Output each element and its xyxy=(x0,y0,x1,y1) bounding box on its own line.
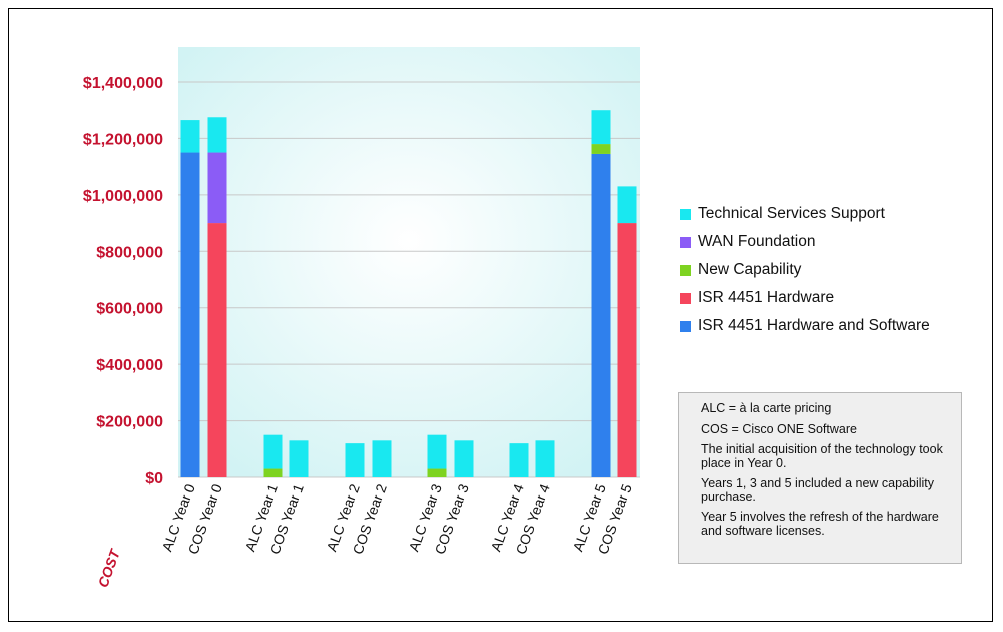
legend-item: New Capability xyxy=(680,256,980,284)
bar-segment xyxy=(454,440,474,477)
legend-label: WAN Foundation xyxy=(698,233,816,250)
notes-box: ALC = à la carte pricing COS = Cisco ONE… xyxy=(678,392,962,564)
y-tick-label: $0 xyxy=(145,470,163,487)
bar-segment xyxy=(591,110,611,145)
legend-item: ISR 4451 Hardware xyxy=(680,284,980,312)
bar-segment xyxy=(180,120,200,153)
legend-swatch xyxy=(680,292,691,304)
note-initial-acquisition: The initial acquisition of the technolog… xyxy=(701,442,943,470)
bar-segment xyxy=(263,434,283,469)
bar-segment xyxy=(207,117,227,153)
bar-segment xyxy=(180,152,200,478)
note-cos: COS = Cisco ONE Software xyxy=(701,421,857,436)
bar-segment xyxy=(591,153,611,478)
bar-segment xyxy=(263,468,283,477)
legend-swatch xyxy=(680,264,691,276)
y-tick-label: $1,200,000 xyxy=(83,131,163,148)
bar-segment xyxy=(591,144,611,154)
legend-label: Technical Services Support xyxy=(698,205,885,222)
legend-item: Technical Services Support xyxy=(680,200,980,228)
legend-label: ISR 4451 Hardware xyxy=(698,289,835,306)
bar-segment xyxy=(207,223,227,477)
bars xyxy=(180,110,637,478)
legend-item: ISR 4451 Hardware and Software xyxy=(680,312,980,340)
note-refresh: Year 5 involves the refresh of the hardw… xyxy=(701,510,939,538)
note-alc: ALC = à la carte pricing xyxy=(701,401,832,415)
y-tick-label: $1,000,000 xyxy=(83,188,163,205)
legend-label: New Capability xyxy=(698,261,802,278)
y-axis-ticks: $0 $200,000 $400,000 $600,000 $800,000 $1,000… xyxy=(83,75,163,487)
y-tick-label: $800,000 xyxy=(96,244,163,261)
y-tick-label: $600,000 xyxy=(96,301,163,318)
plot-area xyxy=(178,47,640,477)
legend-label: ISR 4451 Hardware and Software xyxy=(698,317,930,334)
legend-swatch xyxy=(680,320,691,332)
bar-segment xyxy=(289,440,309,477)
y-tick-label: $400,000 xyxy=(96,357,163,374)
bar-segment xyxy=(535,440,555,477)
bar-segment xyxy=(372,440,392,477)
bar-segment xyxy=(207,152,227,224)
figure-frame xyxy=(8,8,993,622)
legend-swatch xyxy=(680,208,691,220)
legend-swatch xyxy=(680,236,691,248)
legend-item: WAN Foundation xyxy=(680,228,980,256)
bar-segment xyxy=(617,186,637,224)
y-tick-label: $200,000 xyxy=(96,414,163,431)
bar-segment xyxy=(427,434,447,469)
gridlines xyxy=(178,81,640,478)
bar-segment xyxy=(427,468,447,477)
y-axis-label: COST xyxy=(94,546,123,589)
note-new-capability: Years 1, 3 and 5 included a new capabili… xyxy=(701,476,935,504)
y-tick-label: $1,400,000 xyxy=(83,75,163,92)
legend: Technical Services Support WAN Foundation… xyxy=(680,200,980,340)
bar-segment xyxy=(617,223,637,477)
bar-segment xyxy=(345,443,365,477)
bar-segment xyxy=(509,443,529,477)
